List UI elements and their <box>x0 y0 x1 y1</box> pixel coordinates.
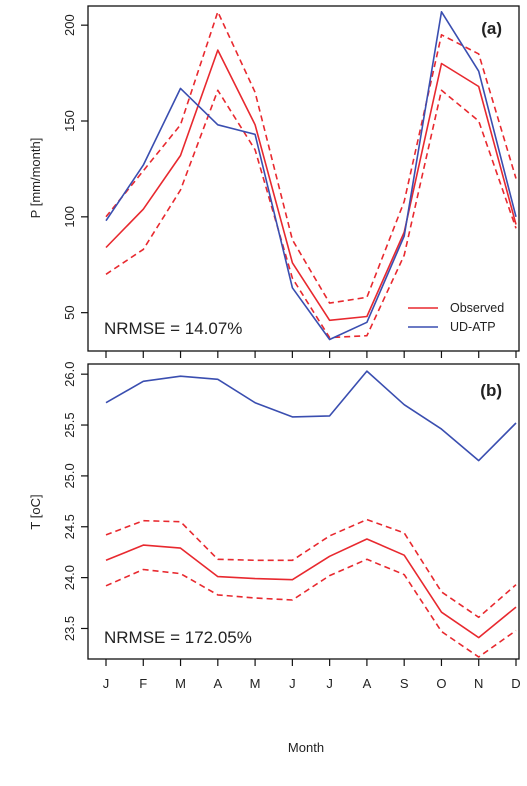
panel-a-frame <box>87 5 520 352</box>
panel-b-y-tick-label: 24.5 <box>62 514 77 539</box>
x-tick-label-10: O <box>436 676 446 691</box>
panel-a-series-lower-bound-line <box>105 89 517 339</box>
x-tick-label-9: S <box>400 676 409 691</box>
panel-b-label: (b) <box>480 381 502 400</box>
x-tick-label-5: M <box>250 676 261 691</box>
panel-b-y-tick-label: 26.0 <box>62 362 77 387</box>
panel-a-label: (a) <box>481 19 502 38</box>
legend-udatp-label: UD-ATP <box>450 320 496 334</box>
x-tick-label-6: J <box>289 676 296 691</box>
panel-b-nrmse-annotation: NRMSE = 172.05% <box>104 628 252 647</box>
panel-a-y-axis-title: P [mm/month] <box>28 138 43 219</box>
panel-a-nrmse-annotation: NRMSE = 14.07% <box>104 319 242 338</box>
panel-b-temperature: 23.5 24.0 24.5 25.0 25.5 26.0 J F M A M J J A S O N D (b)… <box>28 362 521 755</box>
panel-b-y-tick-label: 23.5 <box>62 616 77 641</box>
x-tick-label-2: F <box>139 676 147 691</box>
x-tick-label-8: A <box>363 676 372 691</box>
x-tick-label-3: M <box>175 676 186 691</box>
panel-b-series-upper-bound-line <box>105 518 517 619</box>
x-tick-label-7: J <box>326 676 333 691</box>
legend-observed-label: Observed <box>450 301 504 315</box>
panel-a-series-upper-bound-line <box>105 11 517 304</box>
panel-b-y-axis-title: T [oC] <box>28 494 43 529</box>
panel-a-y-tick-label: 150 <box>62 110 77 132</box>
x-tick-label-12: D <box>511 676 520 691</box>
panel-a-precipitation: 50 100 150 200 (a) NRMSE = 14.07% P [mm/mon… <box>28 5 520 358</box>
panel-b-series-observed-line <box>105 538 517 639</box>
x-axis-title: Month <box>288 740 324 755</box>
legend: Observed UD-ATP <box>408 301 504 334</box>
x-tick-label-11: N <box>474 676 483 691</box>
panel-a-series-observed-line <box>105 49 517 322</box>
x-tick-label-4: A <box>213 676 222 691</box>
panel-a-y-tick-label: 200 <box>62 14 77 36</box>
panel-a-y-tick-label: 50 <box>62 305 77 319</box>
x-tick-label-1: J <box>103 676 110 691</box>
panel-a-series-ud-atp-line <box>105 11 517 341</box>
panel-b-y-tick-label: 25.5 <box>62 412 77 437</box>
panel-b-y-tick-label: 24.0 <box>62 565 77 590</box>
panel-b-y-tick-label: 25.0 <box>62 463 77 488</box>
panel-a-y-tick-label: 100 <box>62 206 77 228</box>
panel-b-frame <box>87 363 520 660</box>
panel-b-series-ud-atp-line <box>105 370 517 462</box>
panel-b-series-lower-bound-line <box>105 558 517 658</box>
